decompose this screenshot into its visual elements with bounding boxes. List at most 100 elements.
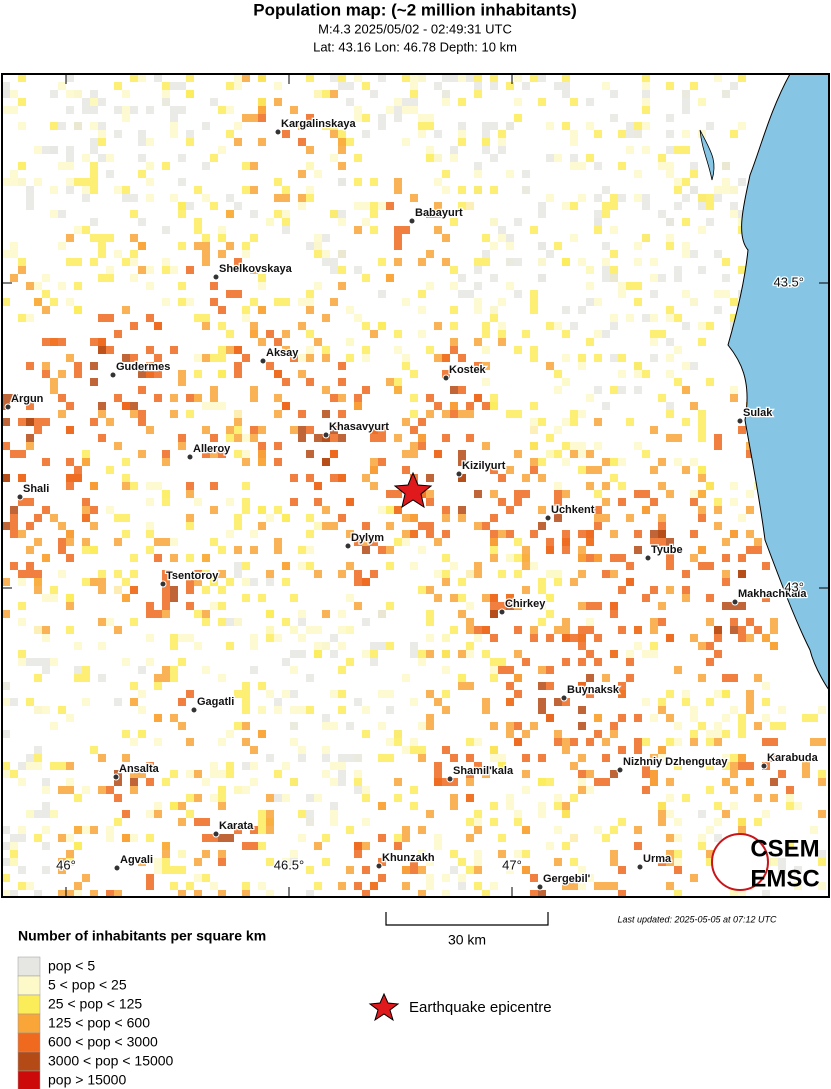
pop-cell xyxy=(146,106,154,114)
pop-cell xyxy=(714,306,722,314)
pop-cell xyxy=(242,562,250,570)
pop-cell xyxy=(234,690,242,698)
pop-cell xyxy=(442,98,450,106)
pop-cell xyxy=(562,330,570,338)
pop-cell xyxy=(682,90,690,98)
pop-cell xyxy=(138,74,146,82)
pop-cell xyxy=(610,114,618,122)
pop-cell xyxy=(538,706,546,714)
legend-swatch xyxy=(17,1070,41,1089)
pop-cell xyxy=(626,314,634,322)
pop-cell xyxy=(146,138,154,146)
pop-cell xyxy=(634,122,642,130)
pop-cell xyxy=(210,882,218,890)
pop-cell xyxy=(306,146,314,154)
pop-cell xyxy=(306,530,314,538)
pop-cell xyxy=(98,570,106,578)
pop-cell xyxy=(466,754,474,762)
pop-cell xyxy=(354,74,362,82)
pop-cell xyxy=(226,762,234,770)
pop-cell xyxy=(346,826,354,834)
pop-cell xyxy=(690,714,698,722)
pop-cell xyxy=(306,890,314,897)
pop-cell xyxy=(426,474,434,482)
pop-cell xyxy=(770,778,778,786)
pop-cell xyxy=(450,794,458,802)
pop-cell xyxy=(402,866,410,874)
pop-cell xyxy=(74,642,82,650)
pop-cell xyxy=(338,762,346,770)
pop-cell xyxy=(466,770,474,778)
pop-cell xyxy=(538,682,546,690)
pop-cell xyxy=(250,210,258,218)
pop-cell xyxy=(578,442,586,450)
legend-label: 600 < pop < 3000 xyxy=(48,1034,158,1050)
pop-cell xyxy=(162,594,170,602)
pop-cell xyxy=(242,306,250,314)
pop-cell xyxy=(714,626,722,634)
pop-cell xyxy=(90,146,98,154)
pop-cell xyxy=(234,426,242,434)
pop-cell xyxy=(258,826,266,834)
pop-cell xyxy=(722,538,730,546)
pop-cell xyxy=(82,874,90,882)
pop-cell xyxy=(546,122,554,130)
pop-cell xyxy=(226,434,234,442)
pop-cell xyxy=(306,298,314,306)
pop-cell xyxy=(482,146,490,154)
pop-cell xyxy=(738,626,746,634)
pop-cell xyxy=(170,346,178,354)
pop-cell xyxy=(122,514,130,522)
pop-cell xyxy=(338,570,346,578)
pop-cell xyxy=(482,626,490,634)
pop-cell xyxy=(314,498,322,506)
pop-cell xyxy=(338,882,346,890)
pop-cell xyxy=(410,90,418,98)
pop-cell xyxy=(546,362,554,370)
pop-cell xyxy=(322,722,330,730)
pop-cell xyxy=(490,122,498,130)
pop-cell xyxy=(482,138,490,146)
pop-cell xyxy=(730,482,738,490)
pop-cell xyxy=(98,338,106,346)
pop-cell xyxy=(114,514,122,522)
pop-cell xyxy=(202,850,210,858)
pop-cell xyxy=(66,890,74,897)
pop-cell xyxy=(74,466,82,474)
pop-cell xyxy=(330,634,338,642)
pop-cell xyxy=(2,442,10,450)
pop-cell xyxy=(610,314,618,322)
pop-cell xyxy=(66,234,74,242)
pop-cell xyxy=(650,538,658,546)
pop-cell xyxy=(698,842,706,850)
pop-cell xyxy=(610,354,618,362)
pop-cell xyxy=(722,674,730,682)
pop-cell xyxy=(650,626,658,634)
pop-cell xyxy=(514,690,522,698)
pop-cell xyxy=(474,738,482,746)
pop-cell xyxy=(306,474,314,482)
pop-cell xyxy=(466,794,474,802)
pop-cell xyxy=(210,154,218,162)
pop-cell xyxy=(346,338,354,346)
pop-cell xyxy=(202,354,210,362)
pop-cell xyxy=(234,138,242,146)
pop-cell xyxy=(458,138,466,146)
pop-cell xyxy=(690,402,698,410)
city-dot xyxy=(186,453,194,461)
pop-cell xyxy=(226,578,234,586)
pop-cell xyxy=(34,514,42,522)
pop-cell xyxy=(370,882,378,890)
pop-cell xyxy=(562,442,570,450)
pop-cell xyxy=(434,130,442,138)
pop-cell xyxy=(58,82,66,90)
pop-cell xyxy=(626,418,634,426)
pop-cell xyxy=(730,618,738,626)
pop-cell xyxy=(714,250,722,258)
pop-cell xyxy=(250,266,258,274)
pop-cell xyxy=(34,146,42,154)
pop-cell xyxy=(698,674,706,682)
pop-cell xyxy=(258,450,266,458)
pop-cell xyxy=(138,370,146,378)
pop-cell xyxy=(706,218,714,226)
